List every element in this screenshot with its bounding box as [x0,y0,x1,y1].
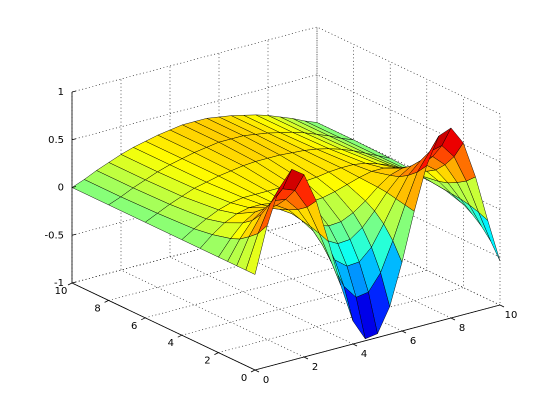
x-tick-label: 6 [410,336,416,347]
grid-line [218,53,403,332]
grid-line [108,44,354,301]
z-tick [71,138,77,141]
x-axis [254,304,501,371]
z-tick [71,90,77,93]
y-tick-label: 8 [94,303,100,314]
x-tick-label: 8 [459,323,465,334]
z-tick [71,233,77,236]
y-tick-label: 6 [131,321,137,332]
y-tick [250,369,256,373]
surface-patch [270,169,292,204]
y-tick [177,334,182,338]
x-tick [499,304,505,308]
y-tick-label: 4 [168,338,174,349]
grid-line [218,96,464,353]
x-tick [303,356,309,360]
grid-line [316,27,501,306]
x-tick-label: 10 [505,310,518,321]
z-tick [71,186,77,188]
x-tick [352,343,358,347]
z-tick-label: 0.5 [48,135,64,146]
z-tick-label: 0 [58,183,64,194]
y-tick-label: 0 [241,373,247,384]
y-axis [71,282,256,371]
x-tick [450,317,456,321]
z-tick-label: -1 [54,278,64,289]
grid-line [145,61,391,319]
y-tick [214,352,219,355]
y-tick [67,282,73,286]
z-tick-label: -0.5 [44,230,64,241]
x-tick [401,330,407,334]
x-tick-label: 2 [312,362,318,373]
y-tick-label: 10 [55,286,68,297]
y-tick [141,317,146,321]
grid-line [169,66,354,345]
x-tick-label: 0 [263,375,269,386]
x-tick [254,369,260,373]
grid-line [71,26,501,115]
z-tick-label: 1 [58,87,64,98]
grid-line [120,79,305,358]
y-tick [104,300,109,303]
z-tick [71,281,77,284]
y-tick-label: 2 [204,356,210,367]
grid-line [71,217,501,306]
grid-line [267,40,452,319]
grid-line [181,79,428,336]
surface-layer [71,114,501,340]
grid-line [71,74,501,163]
surface-patch [417,135,439,173]
x-tick-label: 4 [361,349,367,360]
